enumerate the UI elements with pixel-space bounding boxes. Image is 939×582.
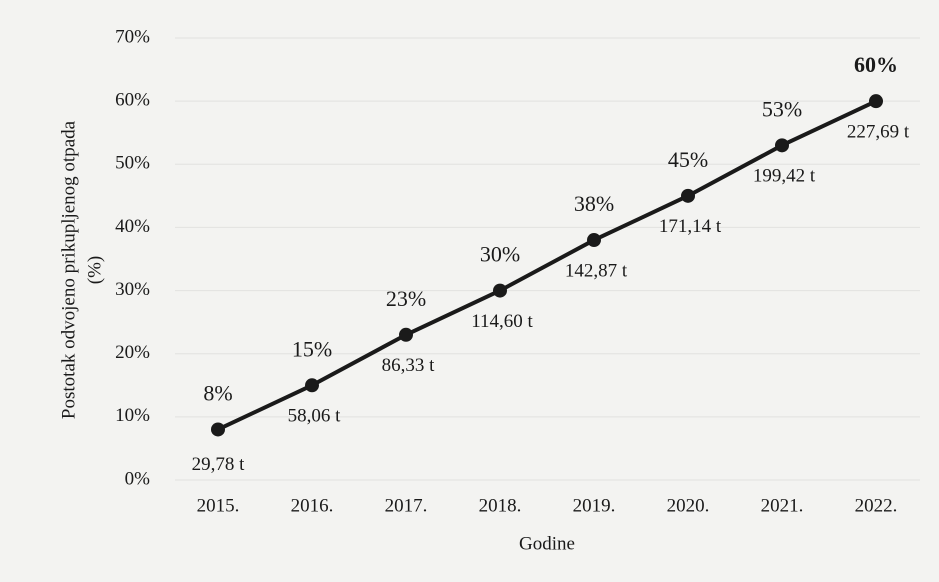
tonnage-label: 58,06 t (288, 406, 342, 427)
y-tick-label: 70% (115, 26, 150, 47)
y-tick-label: 10% (115, 405, 150, 426)
x-tick-label: 2022. (855, 495, 898, 516)
x-axis-label: Godine (519, 533, 575, 554)
value-label: 15% (292, 336, 332, 361)
y-tick-label: 50% (115, 153, 150, 174)
y-tick-label: 20% (115, 342, 150, 363)
tonnage-label: 142,87 t (565, 260, 628, 281)
value-label: 38% (574, 191, 614, 216)
x-tick-label: 2016. (291, 495, 334, 516)
x-tick-label: 2018. (479, 495, 522, 516)
x-tick-label: 2020. (667, 495, 710, 516)
point (305, 378, 319, 393)
y-tick-label: 30% (115, 279, 150, 300)
tonnage-label: 29,78 t (192, 454, 246, 475)
value-label: 23% (386, 286, 426, 311)
tonnage-label: 227,69 t (847, 122, 910, 143)
point (399, 327, 413, 342)
tonnage-label: 86,33 t (382, 355, 436, 376)
tonnage-label: 114,60 t (471, 311, 533, 332)
tonnage-label: 199,42 t (753, 166, 816, 187)
point (681, 188, 695, 203)
value-label: 30% (480, 242, 520, 267)
value-label: 53% (762, 96, 802, 121)
point (493, 283, 507, 298)
point (869, 94, 883, 109)
y-axis-label: (%) (84, 256, 105, 284)
line (217, 99, 877, 432)
value-label: 45% (668, 147, 708, 172)
y-tick-label: 0% (125, 468, 151, 489)
x-tick-label: 2015. (197, 495, 240, 516)
x-tick-label: 2017. (385, 495, 428, 516)
y-axis-label: Postotak odvojeno prikupljenog otpada (58, 120, 79, 419)
y-tick-label: 40% (115, 216, 150, 237)
x-tick-label: 2019. (573, 495, 616, 516)
value-label: 60% (854, 52, 898, 77)
point (775, 138, 789, 153)
point (587, 233, 601, 248)
x-tick-label: 2021. (761, 495, 804, 516)
tonnage-label: 171,14 t (659, 216, 722, 237)
y-tick-label: 60% (115, 90, 150, 111)
value-label: 8% (203, 381, 232, 406)
point (211, 422, 225, 437)
